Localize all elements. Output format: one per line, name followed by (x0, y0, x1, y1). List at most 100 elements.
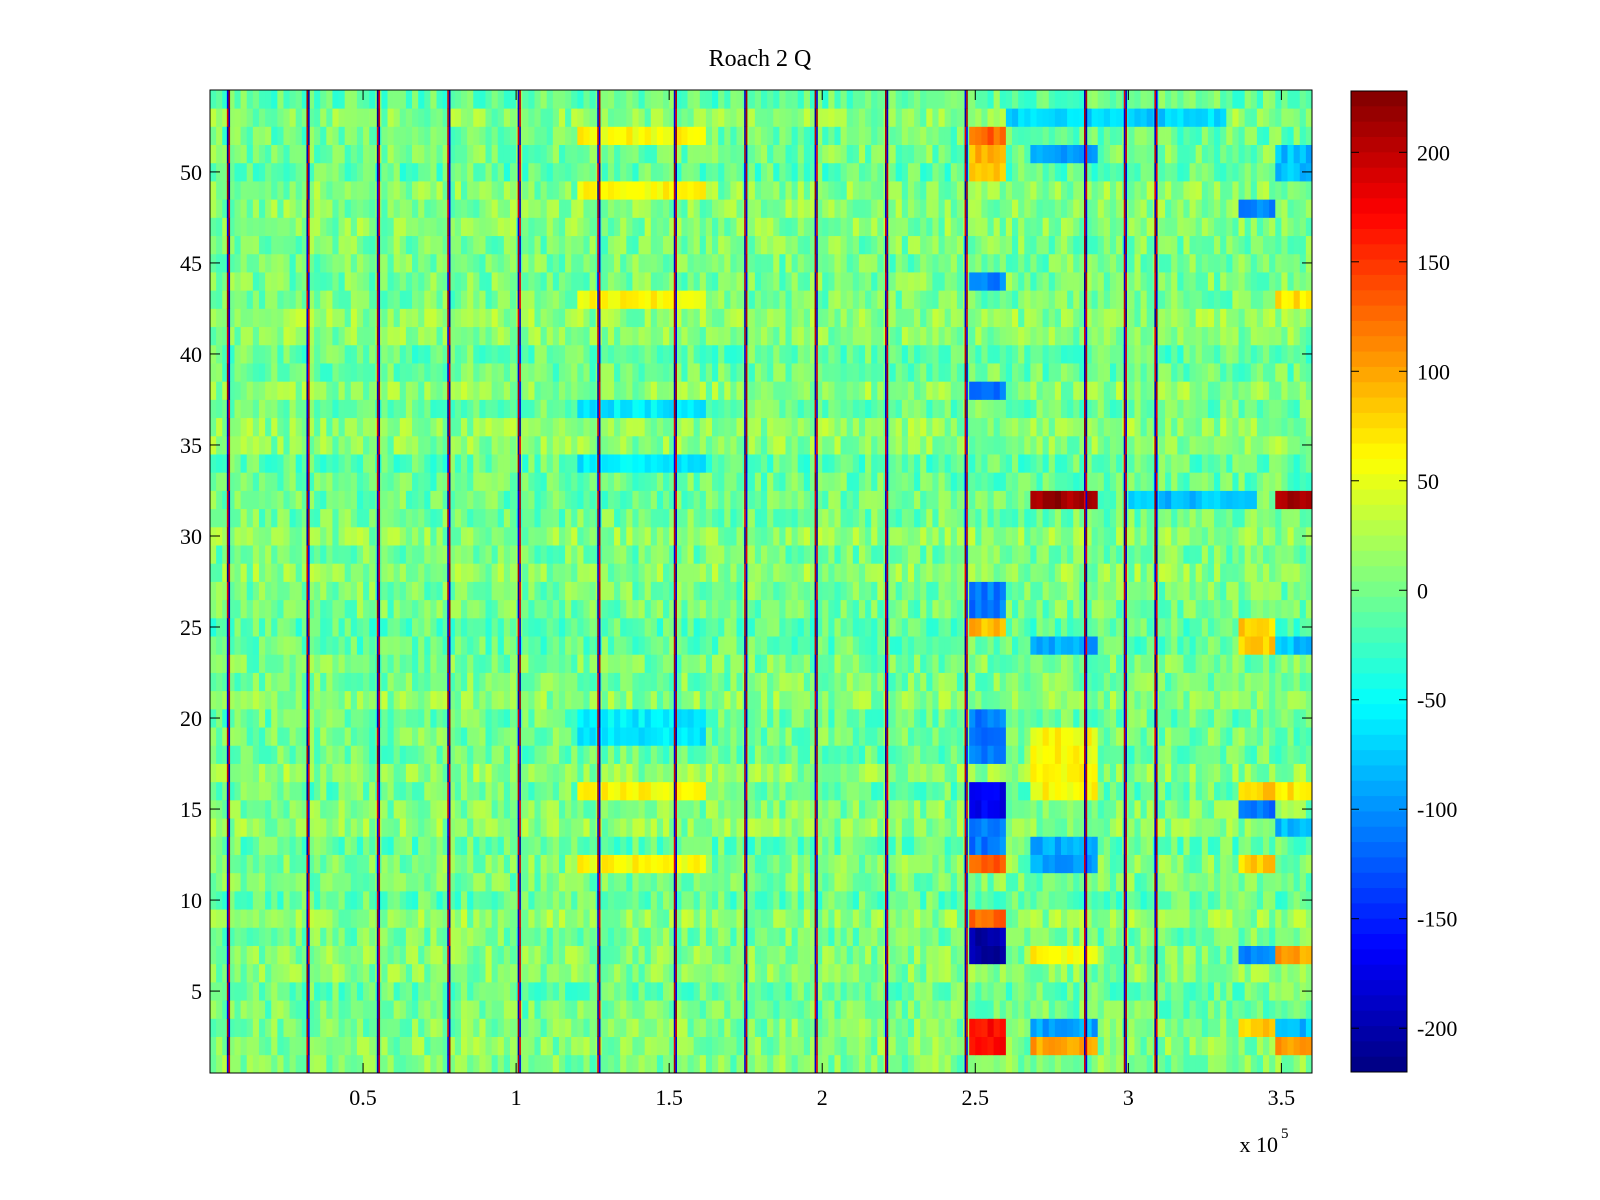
heatmap-cell (381, 690, 388, 710)
heatmap-cell (638, 1018, 646, 1037)
heatmap-cell (1030, 672, 1037, 692)
heatmap-cell (1195, 581, 1203, 601)
heatmap-cell (540, 1036, 548, 1056)
heatmap-cell (479, 909, 486, 928)
heatmap-cell (840, 708, 848, 728)
heatmap-cell (944, 927, 952, 946)
heatmap-cell (228, 727, 235, 746)
heatmap-cell (1275, 927, 1282, 946)
heatmap-cell (803, 727, 811, 746)
heatmap-cell (442, 1036, 450, 1056)
heatmap-cell (669, 854, 676, 874)
heatmap-cell (663, 636, 670, 655)
heatmap-cell (1275, 1000, 1282, 1019)
heatmap-cell (393, 581, 401, 601)
heatmap-cell (1024, 981, 1031, 1001)
heatmap-cell (1189, 854, 1197, 874)
heatmap-cell (491, 981, 499, 1001)
heatmap-cell (448, 1054, 456, 1074)
heatmap-cell (1305, 927, 1313, 946)
heatmap-cell (1085, 981, 1092, 1001)
heatmap-cell (1109, 672, 1117, 692)
heatmap-cell (718, 854, 725, 874)
heatmap-cell (791, 1054, 799, 1074)
heatmap-cell (761, 617, 768, 637)
heatmap-cell (332, 963, 339, 983)
heatmap-cell (1171, 909, 1178, 928)
heatmap-cell (773, 745, 780, 764)
heatmap-cell (234, 1000, 242, 1019)
heatmap-cell (1116, 599, 1123, 619)
heatmap-cell (1281, 909, 1288, 928)
heatmap-cell (1177, 945, 1184, 965)
heatmap-cell (956, 1054, 964, 1074)
heatmap-cell (356, 599, 364, 619)
heatmap-cell (418, 909, 425, 928)
heatmap-cell (246, 836, 254, 855)
heatmap-cell (1091, 963, 1099, 983)
heatmap-cell (1060, 636, 1068, 655)
heatmap-cell (993, 872, 1001, 892)
heatmap-cell (773, 781, 780, 801)
heatmap-cell (1250, 690, 1258, 710)
heatmap-cell (1018, 636, 1025, 655)
heatmap-cell (467, 763, 474, 783)
heatmap-cell (1048, 818, 1056, 837)
heatmap-cell (840, 781, 848, 801)
heatmap-cell (534, 799, 541, 819)
heatmap-cell (730, 1018, 737, 1037)
heatmap-cell (461, 672, 468, 692)
heatmap-cell (583, 727, 590, 746)
heatmap-cell (381, 599, 388, 619)
heatmap-cell (1269, 1000, 1276, 1019)
heatmap-cell (228, 836, 235, 855)
heatmap-cell (405, 890, 413, 910)
heatmap-cell (1158, 581, 1166, 601)
heatmap-cell (987, 581, 995, 601)
heatmap-cell (638, 981, 646, 1001)
heatmap-cell (393, 636, 401, 655)
heatmap-cell (503, 599, 511, 619)
heatmap-cell (761, 745, 768, 764)
heatmap-cell (932, 818, 939, 837)
heatmap-cell (1293, 890, 1301, 910)
heatmap-cell (681, 708, 688, 728)
heatmap-cell (1195, 727, 1203, 746)
heatmap-cell (858, 563, 866, 582)
heatmap-cell (430, 581, 437, 601)
heatmap-cell (228, 745, 235, 764)
heatmap-cell (448, 890, 456, 910)
heatmap-cell (809, 963, 817, 983)
heatmap-cell (528, 763, 535, 783)
heatmap-cell (956, 818, 964, 837)
heatmap-cell (718, 909, 725, 928)
heatmap-cell (669, 799, 676, 819)
heatmap-cell (938, 1000, 946, 1019)
heatmap-cell (944, 1018, 952, 1037)
heatmap-cell (712, 781, 719, 801)
heatmap-cell (656, 617, 664, 637)
heatmap-cell (320, 563, 327, 582)
heatmap-cell (779, 799, 786, 819)
heatmap-cell (1091, 763, 1099, 783)
heatmap-cell (889, 1000, 897, 1019)
heatmap-cell (956, 1018, 964, 1037)
heatmap-cell (344, 872, 352, 892)
heatmap-cell (693, 1036, 701, 1056)
heatmap-cell (399, 872, 407, 892)
heatmap-cell (326, 708, 333, 728)
heatmap-cell (638, 727, 646, 746)
heatmap-cell (895, 1054, 903, 1074)
heatmap-cell (479, 981, 486, 1001)
heatmap-cell (1226, 854, 1233, 874)
heatmap-cell (509, 818, 517, 837)
heatmap-cell (852, 708, 860, 728)
heatmap-cell (350, 799, 358, 819)
heatmap-cell (920, 745, 927, 764)
heatmap-cell (546, 654, 554, 673)
heatmap-cell (479, 690, 486, 710)
heatmap-cell (638, 581, 646, 601)
heatmap-cell (442, 909, 450, 928)
heatmap-cell (252, 1054, 260, 1074)
heatmap-cell (369, 727, 376, 746)
